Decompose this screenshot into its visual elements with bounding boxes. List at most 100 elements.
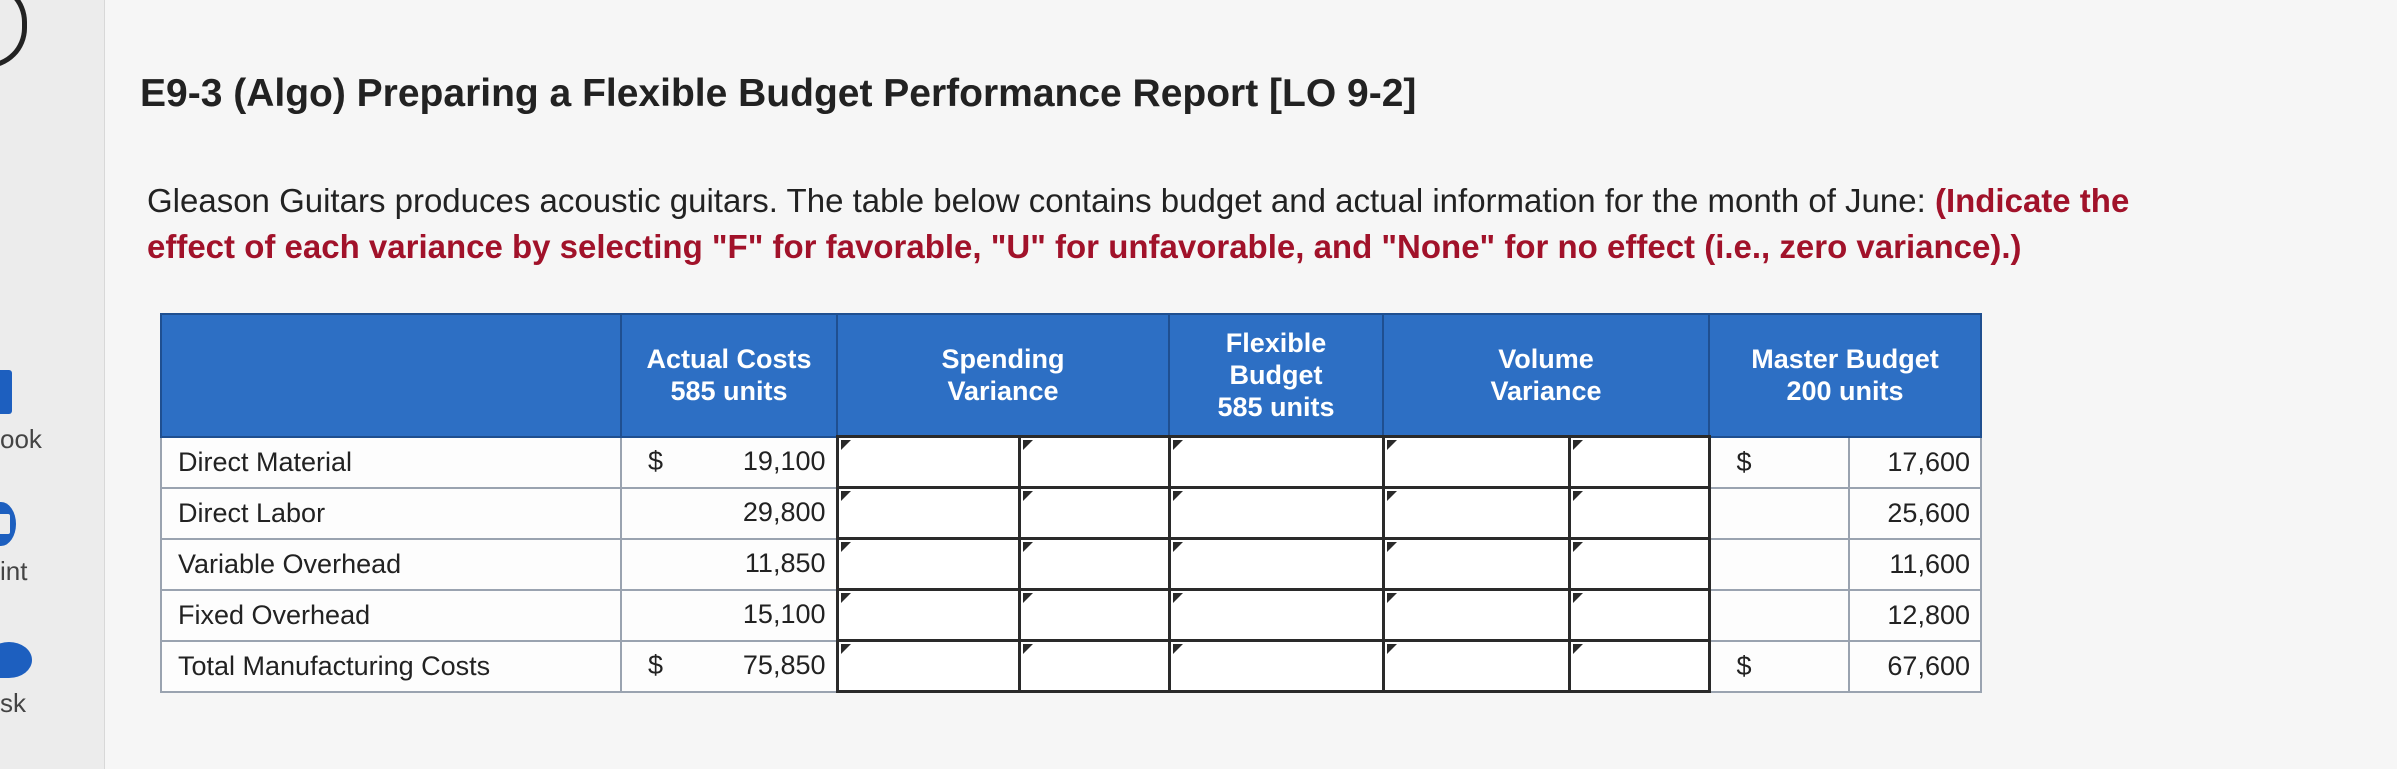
table-header-row: Actual Costs 585 units Spending Variance… [160,313,1982,438]
flexible-budget-input[interactable] [1167,435,1385,489]
actual-cost-cell: $75,850 [620,639,838,693]
volume-variance-input[interactable] [1381,588,1571,642]
flexible-budget-field[interactable] [1170,591,1382,639]
actual-cost-value: 75,850 [742,649,826,680]
volume-variance-input[interactable] [1381,486,1571,540]
sidebar-top-arc [0,0,27,68]
spending-variance-effect-select[interactable] [1017,435,1171,489]
spending-variance-effect-select[interactable] [1017,639,1171,693]
actual-cost-value: 11,850 [744,547,826,578]
dropdown-corner-icon [1022,542,1033,552]
volume-variance-field[interactable] [1384,642,1568,690]
header-master-budget: Master Budget 200 units [1708,313,1982,438]
spending-variance-field[interactable] [838,489,1018,537]
problem-statement: Gleason Guitars produces acoustic guitar… [147,178,2207,270]
print-icon [0,502,16,546]
table-row: Direct Material $19,100 $17,600 [160,435,1982,489]
actual-cost-value: 15,100 [742,598,826,629]
actual-cost-cell: 29,800 [620,486,838,540]
spending-variance-field[interactable] [838,540,1018,588]
master-budget-value: 25,600 [1848,486,1982,540]
spending-variance-input[interactable] [835,435,1021,489]
table-row: Direct Labor 29,800 25,600 [160,486,1982,540]
spending-variance-effect-select[interactable] [1017,486,1171,540]
master-budget-currency [1708,588,1850,642]
volume-variance-effect-select[interactable] [1567,435,1711,489]
dropdown-corner-icon [1572,644,1583,654]
page-title: E9-3 (Algo) Preparing a Flexible Budget … [140,72,1417,115]
flexible-budget-field[interactable] [1170,489,1382,537]
master-budget-value: 17,600 [1848,435,1982,489]
flexible-budget-input[interactable] [1167,486,1385,540]
input-corner-icon [840,644,851,654]
dropdown-corner-icon [1022,440,1033,450]
flexible-budget-field[interactable] [1170,438,1382,486]
spending-variance-field[interactable] [838,438,1018,486]
actual-cost-value: 29,800 [742,496,826,527]
volume-variance-field[interactable] [1384,438,1568,486]
dropdown-corner-icon [1022,491,1033,501]
sidebar-item-label: int [0,556,28,586]
spending-variance-effect-select[interactable] [1017,537,1171,591]
row-label: Total Manufacturing Costs [160,639,622,693]
table-row: Fixed Overhead 15,100 12,800 [160,588,1982,642]
input-corner-icon [1172,491,1183,501]
dropdown-corner-icon [1572,542,1583,552]
volume-variance-field[interactable] [1384,489,1568,537]
volume-variance-effect-select[interactable] [1567,639,1711,693]
header-blank [160,313,622,438]
flexible-budget-input[interactable] [1167,537,1385,591]
input-corner-icon [1386,542,1397,552]
input-corner-icon [1386,644,1397,654]
volume-variance-input[interactable] [1381,435,1571,489]
book-icon [0,370,12,414]
volume-variance-effect-select[interactable] [1567,588,1711,642]
dropdown-corner-icon [1572,593,1583,603]
spending-variance-field[interactable] [838,642,1018,690]
input-corner-icon [840,542,851,552]
table-row: Variable Overhead 11,850 11,600 [160,537,1982,591]
sidebar: ook int sk [0,0,105,769]
volume-variance-effect-select[interactable] [1567,537,1711,591]
spending-variance-input[interactable] [835,486,1021,540]
dropdown-corner-icon [1572,491,1583,501]
volume-variance-input[interactable] [1381,537,1571,591]
master-budget-currency: $ [1708,639,1850,693]
volume-variance-effect-select[interactable] [1567,486,1711,540]
spending-variance-effect-select[interactable] [1017,588,1171,642]
table-row: Total Manufacturing Costs $75,850 $67,600 [160,639,1982,693]
volume-variance-field[interactable] [1384,591,1568,639]
row-label: Fixed Overhead [160,588,622,642]
flexible-budget-field[interactable] [1170,642,1382,690]
volume-variance-field[interactable] [1384,540,1568,588]
spending-variance-input[interactable] [835,639,1021,693]
input-corner-icon [1172,542,1183,552]
input-corner-icon [1386,593,1397,603]
sidebar-item-label: ook [0,424,42,454]
dropdown-corner-icon [1572,440,1583,450]
header-flexible-budget: Flexible Budget 585 units [1168,313,1384,438]
flexible-budget-report-table: Actual Costs 585 units Spending Variance… [160,313,1982,693]
intro-text: Gleason Guitars produces acoustic guitar… [147,182,1935,219]
spending-variance-input[interactable] [835,537,1021,591]
flexible-budget-input[interactable] [1167,639,1385,693]
input-corner-icon [1386,440,1397,450]
dropdown-corner-icon [1022,593,1033,603]
volume-variance-input[interactable] [1381,639,1571,693]
master-budget-value: 11,600 [1848,537,1982,591]
master-budget-currency: $ [1708,435,1850,489]
flexible-budget-input[interactable] [1167,588,1385,642]
master-budget-value: 67,600 [1848,639,1982,693]
currency-symbol: $ [648,445,664,476]
flexible-budget-field[interactable] [1170,540,1382,588]
input-corner-icon [840,440,851,450]
actual-cost-cell: $19,100 [620,435,838,489]
row-label: Direct Material [160,435,622,489]
header-actual-costs: Actual Costs 585 units [620,313,838,438]
input-corner-icon [1386,491,1397,501]
spending-variance-input[interactable] [835,588,1021,642]
spending-variance-field[interactable] [838,591,1018,639]
header-spending-variance: Spending Variance [836,313,1170,438]
actual-cost-cell: 15,100 [620,588,838,642]
currency-symbol: $ [648,649,664,680]
